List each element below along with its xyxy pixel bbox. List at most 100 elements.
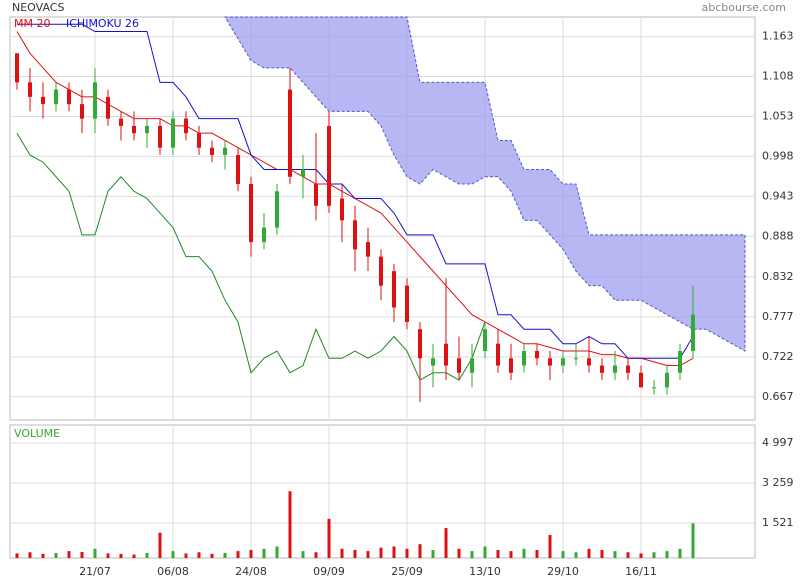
candle-body <box>197 133 201 148</box>
x-tick-label: 06/08 <box>157 565 189 578</box>
candle-body <box>67 89 71 105</box>
x-tick-label: 21/07 <box>79 565 111 578</box>
volume-bar <box>184 553 188 558</box>
candle-body <box>691 314 695 352</box>
volume-bar <box>678 548 682 558</box>
volume-bar <box>574 552 578 558</box>
volume-bar <box>522 548 526 558</box>
candle-body <box>327 125 331 206</box>
volume-bar <box>691 523 695 558</box>
candle-body <box>366 242 370 257</box>
candle-body <box>28 82 32 97</box>
candle-body <box>119 118 123 126</box>
volume-bar <box>613 551 617 558</box>
volume-bar <box>652 552 656 558</box>
volume-bar <box>444 528 448 558</box>
ichimoku-cloud <box>224 16 746 352</box>
candle-body <box>457 358 461 373</box>
candle-body <box>93 82 97 119</box>
volume-bar <box>431 549 435 558</box>
candle-body <box>496 343 500 366</box>
candle-body <box>626 365 630 373</box>
candle-body <box>158 125 162 148</box>
candle-body <box>288 89 292 177</box>
volume-bar <box>548 534 552 558</box>
volume-bar <box>470 551 474 558</box>
candle-body <box>54 89 58 105</box>
y-tick-label: 1 521 <box>762 516 794 529</box>
volume-bar <box>405 548 409 558</box>
y-tick-label: 0.888 <box>762 229 794 242</box>
candle-body <box>262 227 266 243</box>
y-tick-label: 0.943 <box>762 189 794 202</box>
candle-body <box>223 147 227 155</box>
volume-bar <box>249 549 253 558</box>
candle-body <box>587 358 591 366</box>
y-tick-label: 0.832 <box>762 270 794 283</box>
volume-bar <box>483 546 487 558</box>
y-tick-label: 0.777 <box>762 310 794 323</box>
candle-body <box>613 365 617 373</box>
volume-bar <box>171 551 175 558</box>
volume-bar <box>145 552 149 558</box>
volume-bar <box>80 552 84 558</box>
candle-body <box>41 96 45 105</box>
candle-body <box>639 372 643 388</box>
volume-title: VOLUME <box>14 427 60 440</box>
y-tick-label: 0.998 <box>762 149 794 162</box>
candle-body <box>210 147 214 155</box>
volume-bar <box>210 553 214 558</box>
source: abcbourse.com <box>702 1 786 14</box>
lagging-line <box>16 132 486 381</box>
chart-title: NEOVACS <box>12 1 64 14</box>
candle-body <box>340 198 344 221</box>
candle-body <box>405 285 409 322</box>
y-tick-label: 0.667 <box>762 390 794 403</box>
volume-bar <box>457 548 461 558</box>
legend-entry: MM 20 <box>14 17 50 30</box>
x-tick-label: 25/09 <box>391 565 423 578</box>
volume-bar <box>561 551 565 558</box>
candle-body <box>470 358 474 373</box>
volume-bar <box>587 548 591 558</box>
volume-bar <box>41 553 45 558</box>
volume-bar <box>15 553 19 558</box>
candle-body <box>145 125 149 134</box>
volume-bar <box>54 552 58 558</box>
candle-body <box>132 125 136 134</box>
candle-body <box>249 184 253 243</box>
candle-body <box>392 271 396 308</box>
candle-body <box>509 358 513 373</box>
volume-bar <box>626 552 630 558</box>
candle-body <box>522 351 526 366</box>
volume-bar <box>28 552 32 558</box>
volume-bar <box>262 548 266 558</box>
candle-body <box>184 118 188 134</box>
volume-bar <box>366 551 370 558</box>
x-tick-label: 16/11 <box>625 565 657 578</box>
volume-bar <box>600 549 604 558</box>
candle-body <box>106 96 110 119</box>
candle-body <box>548 358 552 366</box>
volume-bar <box>275 546 279 558</box>
volume-bar <box>67 551 71 558</box>
candle-body <box>431 358 435 366</box>
candle-body <box>574 358 578 360</box>
volume-bar <box>665 551 669 558</box>
volume-bar <box>496 549 500 558</box>
volume-bar <box>288 491 292 558</box>
volume-bar <box>93 548 97 558</box>
volume-bar <box>119 553 123 558</box>
volume-bar <box>158 532 162 558</box>
y-tick-label: 3 259 <box>762 476 794 489</box>
candle-body <box>444 343 448 366</box>
x-tick-label: 09/09 <box>313 565 345 578</box>
candle-body <box>275 191 279 228</box>
volume-bar <box>236 551 240 558</box>
candle-body <box>301 169 305 177</box>
candle-body <box>418 329 422 359</box>
volume-bar <box>509 551 513 558</box>
volume-bar <box>132 554 136 558</box>
volume-bar <box>340 548 344 558</box>
